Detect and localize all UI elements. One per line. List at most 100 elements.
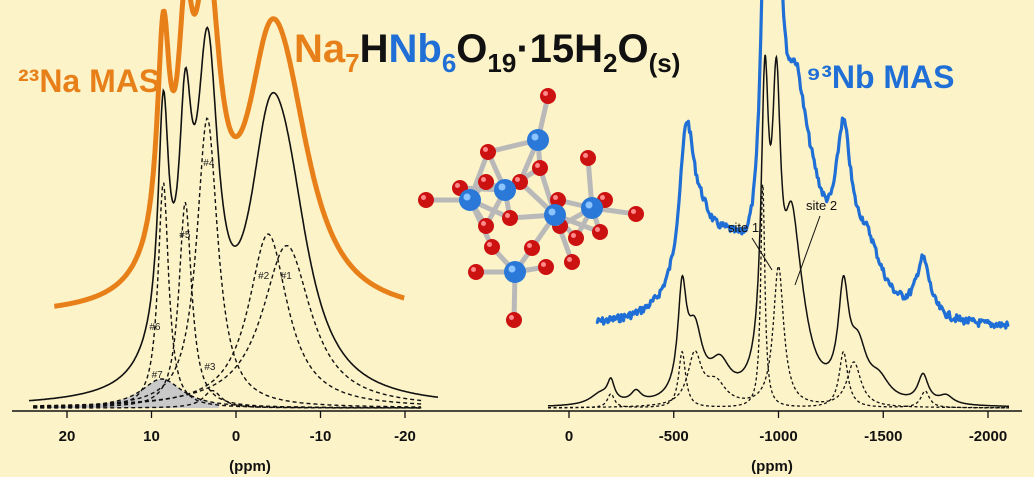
oxygen-highlight — [471, 267, 476, 272]
formula-part: 7 — [345, 48, 359, 78]
na-x-axis-title: (ppm) — [229, 458, 271, 475]
niobium-atom — [527, 129, 549, 151]
formula-title: Na7HNb6O19·15H2O(s) — [294, 27, 680, 78]
nb-fit-total-curve — [547, 54, 1009, 407]
formula-part: ·15H — [516, 27, 603, 71]
na-x-tick-label: 0 — [232, 428, 240, 445]
na-x-tick-label: 20 — [59, 428, 76, 445]
polyoxoniobate-structure-image — [418, 88, 644, 328]
oxygen-highlight — [527, 243, 532, 248]
nb-x-tick-label: -2000 — [969, 428, 1007, 445]
oxygen-highlight — [421, 195, 426, 200]
formula-part: 19 — [487, 48, 516, 78]
oxygen-highlight — [509, 315, 514, 320]
oxygen-highlight — [481, 177, 486, 182]
axis-ticks: 20 10 0 -10 -20 0 -500 -1000 -1500 -2000 — [59, 411, 1007, 445]
oxygen-highlight — [553, 195, 558, 200]
na-x-tick-label: -20 — [394, 428, 416, 445]
oxygen-highlight — [455, 183, 460, 188]
na-panel-title: ²³Na MAS — [18, 63, 160, 99]
oxygen-highlight — [541, 262, 546, 267]
oxygen-highlight — [505, 213, 510, 218]
component-7-shade — [50, 379, 220, 408]
oxygen-highlight — [535, 163, 540, 168]
na-component-curve — [33, 182, 422, 409]
niobium-highlight — [531, 133, 539, 141]
oxygen-atom — [628, 206, 644, 222]
oxygen-atom — [480, 144, 496, 160]
oxygen-atom — [506, 312, 522, 328]
oxygen-highlight — [487, 242, 492, 247]
niobium-highlight — [463, 193, 471, 201]
oxygen-highlight — [483, 147, 488, 152]
na-fit-total-curve — [28, 26, 439, 402]
na-peak-label: #3 — [204, 362, 216, 373]
nb-x-tick-label: 0 — [565, 428, 573, 445]
na-peak-label: #5 — [179, 230, 191, 241]
na-peak-label: #2 — [258, 271, 270, 282]
site-2-label: site 2 — [806, 198, 837, 213]
nb-plot-area: site 1 site 2 — [547, 0, 1010, 409]
nb-x-axis-title: (ppm) — [751, 458, 793, 475]
formula-part: Nb — [389, 27, 442, 71]
oxygen-atom — [592, 224, 608, 240]
na-x-tick-label: 10 — [143, 428, 160, 445]
oxygen-highlight — [631, 209, 636, 214]
formula-part: H — [360, 27, 389, 71]
oxygen-highlight — [543, 91, 548, 96]
niobium-atom — [459, 189, 481, 211]
niobium-highlight — [498, 183, 506, 191]
na-x-tick-label: -10 — [310, 428, 332, 445]
nb-x-tick-label: -1500 — [864, 428, 902, 445]
formula-part: (s) — [649, 48, 681, 78]
site-1-pointer — [751, 237, 773, 271]
oxygen-atom — [418, 192, 434, 208]
na-component-curve — [33, 378, 422, 409]
nb-site2-curve — [548, 264, 1009, 409]
niobium-highlight — [548, 208, 556, 216]
site-1-label: site 1 — [728, 220, 759, 235]
na-peak-label: #7 — [152, 370, 164, 381]
niobium-atom — [504, 261, 526, 283]
na-experimental-spectrum — [52, 0, 406, 309]
oxygen-atom — [484, 239, 500, 255]
formula-part: Na — [294, 27, 346, 71]
oxygen-atom — [532, 160, 548, 176]
oxygen-atom — [468, 264, 484, 280]
nb-experimental-spectrum — [595, 0, 1010, 330]
oxygen-highlight — [600, 195, 605, 200]
oxygen-atom — [478, 174, 494, 190]
oxygen-atom — [580, 150, 596, 166]
nb-x-tick-label: -500 — [659, 428, 689, 445]
niobium-atom — [544, 204, 566, 226]
oxygen-highlight — [515, 177, 520, 182]
nb-x-tick-label: -1000 — [759, 428, 797, 445]
nb-panel-title: ⁹³Nb MAS — [806, 59, 955, 95]
niobium-highlight — [508, 265, 516, 273]
na-peak-label: #1 — [281, 271, 293, 282]
nb-site1-curve — [548, 184, 1009, 409]
oxygen-highlight — [595, 227, 600, 232]
oxygen-atom — [478, 218, 494, 234]
oxygen-highlight — [571, 233, 576, 238]
oxygen-atom — [540, 88, 556, 104]
na-plot-area: #1 #2 #3 #4 #5 #6 #7 — [28, 0, 439, 409]
niobium-atom — [494, 179, 516, 201]
oxygen-atom — [502, 210, 518, 226]
site-2-pointer — [794, 215, 821, 286]
na-peak-label: #4 — [203, 158, 215, 169]
formula-part: O — [456, 27, 487, 71]
niobium-atom — [581, 197, 603, 219]
oxygen-highlight — [481, 221, 486, 226]
oxygen-highlight — [567, 257, 572, 262]
niobium-highlight — [585, 201, 593, 209]
oxygen-atom — [564, 254, 580, 270]
oxygen-atom — [538, 259, 554, 275]
formula-part: 2 — [603, 48, 617, 78]
formula-part: 6 — [442, 48, 456, 78]
formula-part: O — [618, 27, 649, 71]
na-peak-label: #6 — [149, 322, 161, 333]
oxygen-highlight — [583, 153, 588, 158]
